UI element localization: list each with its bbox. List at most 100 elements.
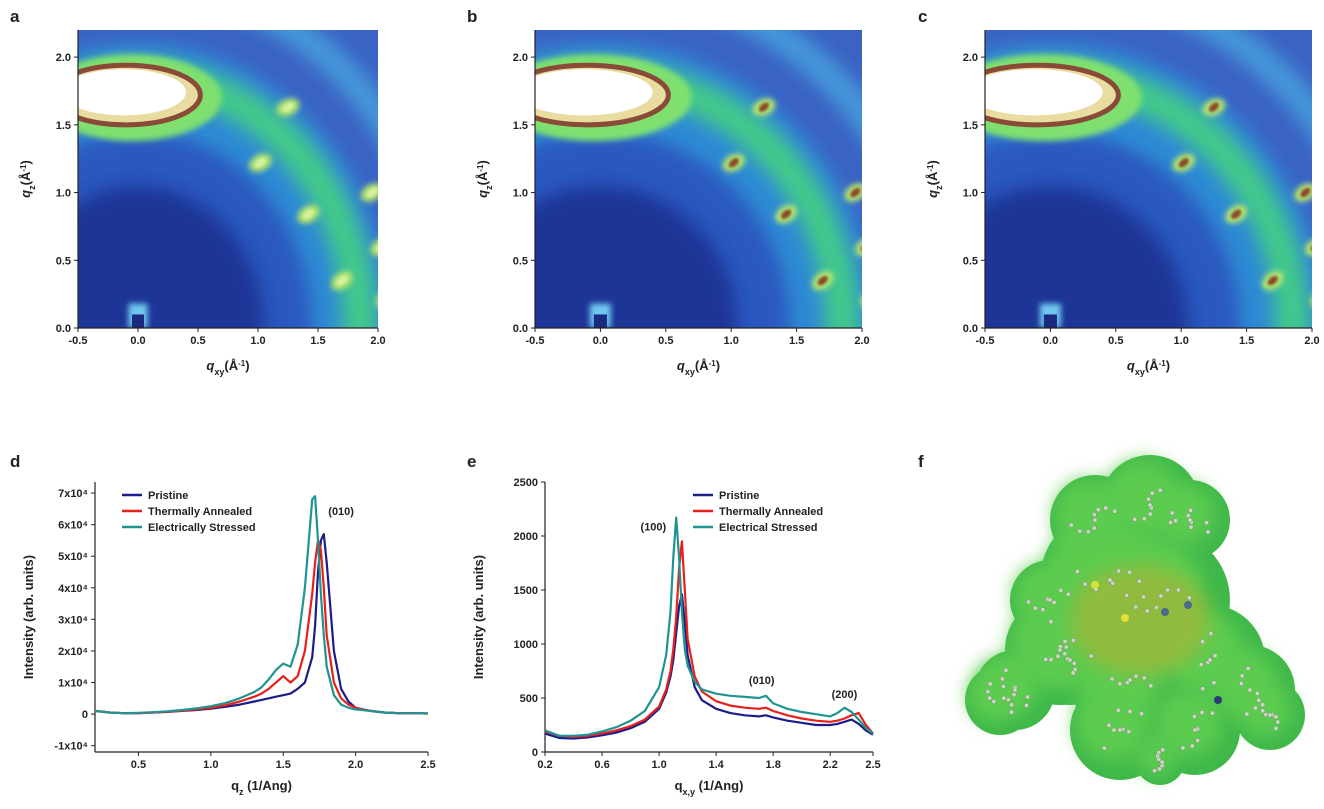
axis-label: Intensity (arb. units) xyxy=(21,555,36,679)
axis-label-part: (Å xyxy=(18,171,33,185)
atom xyxy=(1148,683,1154,689)
x-tick-label: 0.5 xyxy=(658,335,673,347)
annotation: (010) xyxy=(749,675,775,687)
y-tick-label: 2.0 xyxy=(513,52,528,64)
spot-core xyxy=(817,275,828,286)
atom xyxy=(1062,651,1068,657)
y-tick-label: 500 xyxy=(520,693,538,705)
atom xyxy=(1026,599,1031,605)
panel-label: e xyxy=(467,452,476,471)
axis-label: qz(Å-1) xyxy=(925,160,944,198)
axis-label: qz(Å-1) xyxy=(18,160,37,198)
spot-core xyxy=(864,292,878,305)
axis-label-part: q xyxy=(1127,358,1135,373)
atom xyxy=(1245,666,1251,671)
heatmap-image xyxy=(535,30,878,328)
y-tick-label: 2500 xyxy=(514,477,538,489)
atom xyxy=(1205,529,1211,535)
axis-label-part: (1/Ang) xyxy=(695,778,743,793)
atom xyxy=(1211,680,1217,686)
atom xyxy=(1207,657,1213,663)
axis-label: qz (1/Ang) xyxy=(231,778,292,797)
spot-core xyxy=(282,102,294,112)
beam-stop xyxy=(1043,314,1057,328)
atom xyxy=(1180,745,1186,751)
atom xyxy=(1260,708,1266,714)
y-tick-label: 1.5 xyxy=(513,120,528,132)
atom xyxy=(1111,727,1117,733)
axis-label: qxy(Å-1) xyxy=(1127,358,1170,377)
y-tick-label: 0.5 xyxy=(513,255,528,267)
y-tick-label: 1.0 xyxy=(56,188,71,200)
y-tick-label: -1x10⁴ xyxy=(54,741,88,753)
x-tick-label: 1.0 xyxy=(203,759,218,771)
axis-label: qxy(Å-1) xyxy=(206,358,249,377)
atom xyxy=(1077,528,1083,534)
atom xyxy=(1110,580,1116,586)
y-tick-label: 4x10⁴ xyxy=(58,583,88,595)
series-line xyxy=(544,540,874,738)
core xyxy=(985,185,1188,328)
axis-label-part: (Å xyxy=(475,171,490,185)
atom xyxy=(1141,594,1147,600)
axis-label-part: ) xyxy=(1166,358,1170,373)
atom xyxy=(1106,722,1112,728)
atom xyxy=(1055,653,1061,659)
axis-label-part: ) xyxy=(18,160,33,164)
beam-stop xyxy=(132,314,144,328)
series-line xyxy=(94,495,429,715)
atom xyxy=(1273,726,1279,731)
spot-core xyxy=(303,209,314,219)
axis-label-part: ) xyxy=(925,160,940,164)
atom xyxy=(1244,711,1250,717)
x-tick-label: 2.2 xyxy=(823,759,838,771)
y-tick-label: 1000 xyxy=(514,639,538,651)
legend-label: Electrical Stressed xyxy=(719,522,817,534)
atom xyxy=(1068,522,1074,528)
surface-highlight xyxy=(1154,689,1222,757)
core xyxy=(78,185,264,328)
atom xyxy=(1139,711,1144,717)
atom xyxy=(1040,607,1046,613)
x-tick-label: 1.5 xyxy=(1239,335,1254,347)
axis-label-part: z xyxy=(934,185,944,190)
y-tick-label: 2.0 xyxy=(963,52,978,64)
atom xyxy=(1057,647,1063,653)
blob-core xyxy=(78,69,186,116)
annotation: (100) xyxy=(641,522,667,534)
spot-core xyxy=(850,187,861,198)
x-tick-label: 1.0 xyxy=(1174,335,1189,347)
atom xyxy=(1047,597,1053,603)
atom xyxy=(1032,605,1038,611)
atom xyxy=(1126,729,1132,735)
axis-label-part: z xyxy=(484,185,494,190)
atom xyxy=(1088,653,1094,659)
axis-label-part: -1 xyxy=(19,164,28,172)
atom xyxy=(1133,673,1139,679)
core xyxy=(535,185,738,328)
panel-label: b xyxy=(467,7,477,26)
atom xyxy=(1009,702,1015,708)
atom xyxy=(1132,516,1138,522)
atom xyxy=(1116,568,1122,574)
atom xyxy=(1210,710,1215,716)
x-tick-label: 0.5 xyxy=(1108,335,1123,347)
atom xyxy=(1127,677,1133,683)
x-tick-label: 1.5 xyxy=(276,759,291,771)
beam-stop xyxy=(593,314,607,328)
atom xyxy=(1158,593,1164,599)
spot-core xyxy=(758,102,770,112)
y-tick-label: 0.5 xyxy=(56,255,71,267)
atom xyxy=(1075,569,1080,574)
atom xyxy=(1188,524,1194,530)
x-tick-label: 1.0 xyxy=(724,335,739,347)
atom xyxy=(1107,577,1113,583)
atom xyxy=(1082,581,1088,587)
axis-label-part: -1 xyxy=(926,164,935,172)
atom xyxy=(1176,587,1181,593)
y-tick-label: 2.0 xyxy=(56,52,71,64)
spot-core xyxy=(380,292,394,305)
y-tick-label: 2000 xyxy=(514,531,538,543)
atom xyxy=(1195,738,1201,743)
